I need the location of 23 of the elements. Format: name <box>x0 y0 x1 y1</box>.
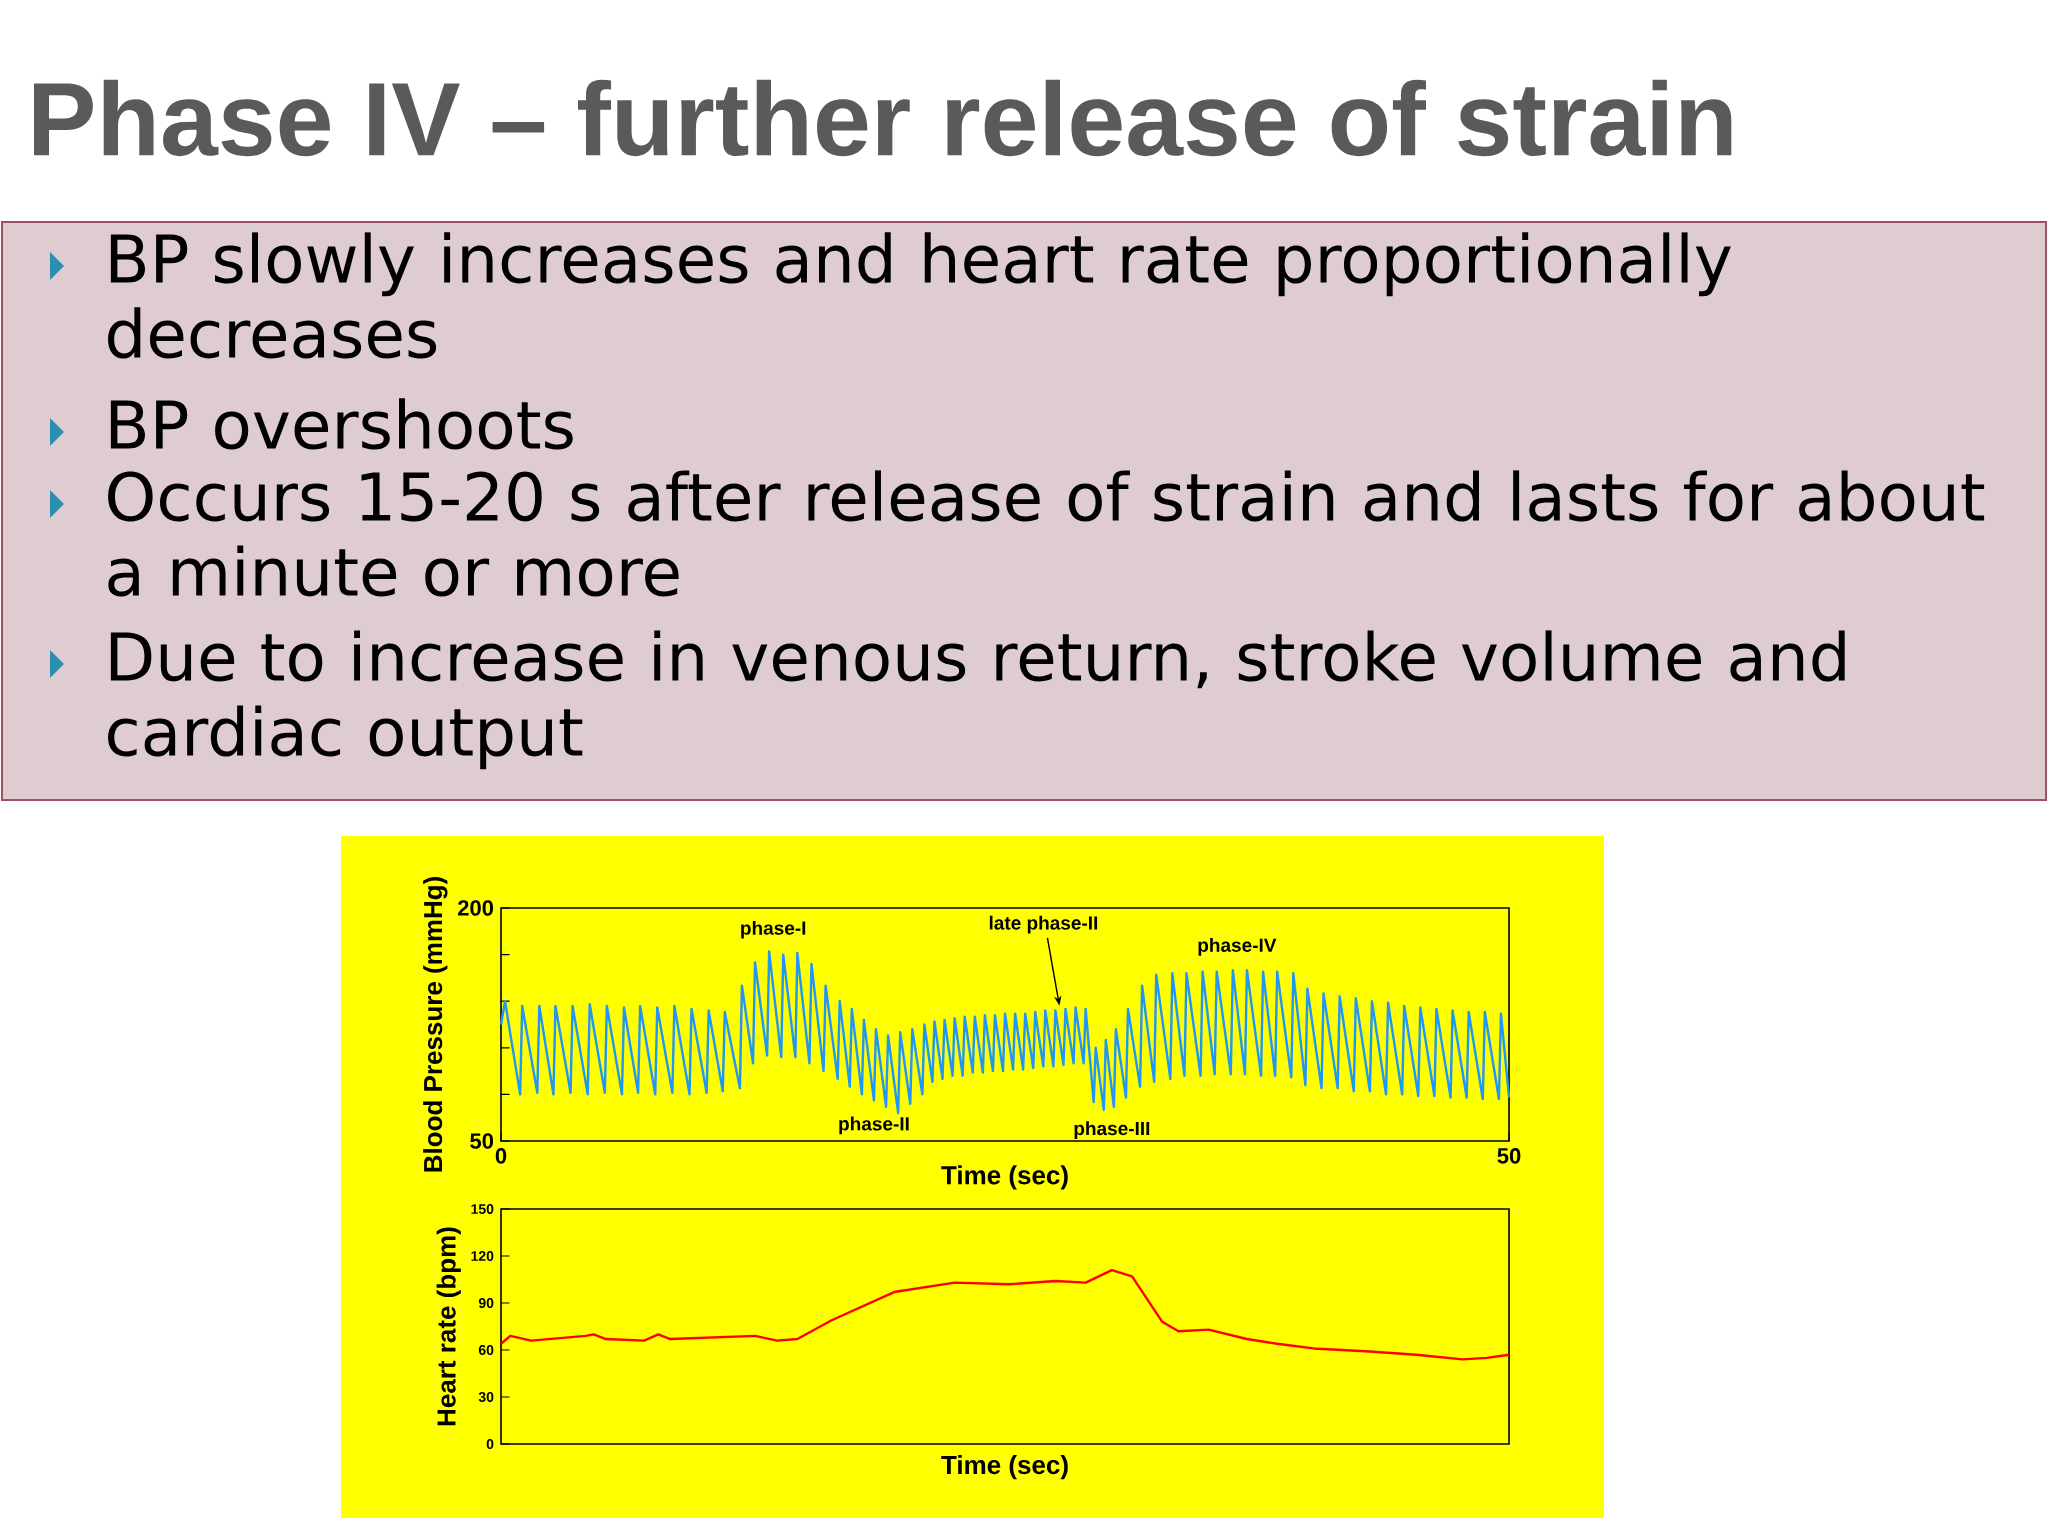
y-tick-label: 30 <box>478 1392 494 1402</box>
y-tick-label: 150 <box>471 1204 494 1214</box>
text: Due to increase in venous return, stroke volume and cardiac output <box>108 630 1845 770</box>
y-axis-title: Blood Pressure (mmHg) <box>423 877 448 1172</box>
text: Occurs 15-20 s after release of strain and lasts for about a minute or more <box>108 470 1985 597</box>
y-tick-label: 200 <box>457 900 494 916</box>
x-axis-title: Time (sec) <box>941 1165 1068 1190</box>
line-series <box>499 1268 1511 1361</box>
y-tick-label: 90 <box>478 1298 494 1308</box>
y-tick-label: 120 <box>471 1251 494 1261</box>
text: BP overshoots <box>110 398 573 450</box>
annotation: phase-III <box>1074 1121 1150 1139</box>
annotation: late phase-II <box>989 915 1098 934</box>
annotation: phase-II <box>839 1116 909 1135</box>
annotation: phase-IV <box>1198 937 1277 956</box>
y-tick-label: 60 <box>478 1345 494 1355</box>
y-tick-label: 0 <box>486 1439 494 1449</box>
x-axis-title: Time (sec) <box>941 1455 1068 1480</box>
y-axis-title: Heart rate (bpm) <box>436 1227 461 1426</box>
text: BP slowly increases and heart rate proportionally decreases <box>108 232 1731 359</box>
y-tick-label: 50 <box>470 1133 494 1149</box>
chart-title: Phase IV – further release of strain <box>34 79 1732 157</box>
annotation: phase-I <box>741 920 806 939</box>
